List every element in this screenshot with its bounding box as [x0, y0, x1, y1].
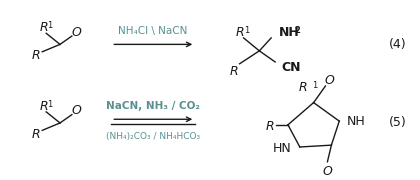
Text: 1: 1 — [47, 100, 53, 109]
Text: R: R — [32, 128, 41, 141]
Text: NH: NH — [279, 26, 300, 39]
Text: R: R — [32, 49, 41, 62]
Text: R: R — [265, 120, 274, 133]
Text: R: R — [40, 21, 49, 34]
Text: (5): (5) — [388, 116, 407, 129]
Text: 2: 2 — [294, 26, 300, 35]
Text: 1: 1 — [312, 81, 317, 90]
Text: O: O — [323, 165, 332, 177]
Text: O: O — [72, 26, 82, 39]
Text: (NH₄)₂CO₃ / NH₄HCO₃: (NH₄)₂CO₃ / NH₄HCO₃ — [106, 132, 200, 141]
Text: R: R — [235, 26, 244, 39]
Text: O: O — [72, 104, 82, 117]
Text: NaCN, NH₃ / CO₂: NaCN, NH₃ / CO₂ — [106, 101, 200, 111]
Text: 1: 1 — [244, 26, 249, 35]
Text: R: R — [40, 100, 49, 113]
Text: (4): (4) — [388, 38, 406, 51]
Text: NH₄Cl \ NaCN: NH₄Cl \ NaCN — [118, 26, 187, 35]
Text: CN: CN — [281, 61, 301, 74]
Text: HN: HN — [273, 142, 292, 155]
Text: R: R — [299, 81, 308, 94]
Text: 1: 1 — [47, 21, 53, 30]
Text: R: R — [229, 65, 238, 78]
Text: NH: NH — [347, 115, 366, 128]
Text: O: O — [325, 74, 334, 87]
